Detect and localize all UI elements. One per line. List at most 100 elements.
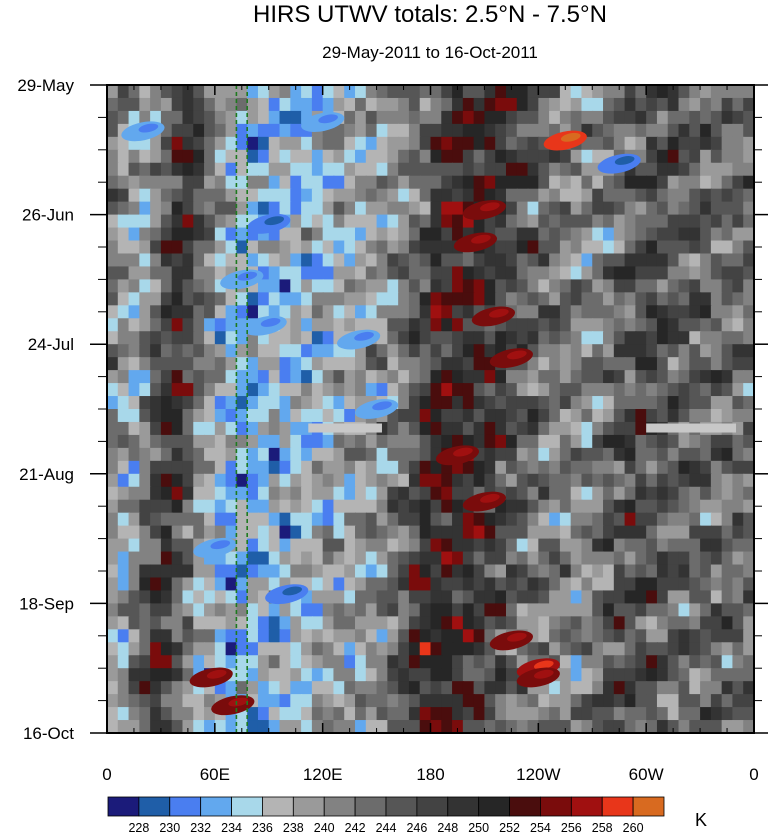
heatmap-cell (247, 123, 259, 138)
heatmap-cell (710, 201, 723, 216)
heatmap-cell (182, 668, 195, 683)
heatmap-cell (301, 473, 313, 488)
heatmap-cell (743, 421, 754, 436)
heatmap-cell (656, 409, 669, 423)
heatmap-cell (290, 123, 303, 138)
heatmap-cell (204, 214, 216, 229)
heatmap-cell (139, 577, 152, 592)
heatmap-cell (290, 681, 303, 696)
heatmap-cell (408, 396, 421, 410)
heatmap-cell (430, 266, 443, 281)
heatmap-cell (301, 214, 313, 229)
heatmap-cell (279, 344, 292, 359)
colorbar-label: 256 (561, 821, 582, 834)
heatmap-cell (430, 344, 443, 359)
heatmap-cell (484, 344, 497, 359)
heatmap-cell (570, 486, 583, 501)
heatmap-cell (667, 279, 680, 294)
heatmap-cell (527, 266, 540, 281)
heatmap-cell (592, 707, 605, 722)
heatmap-cell (322, 370, 335, 385)
heatmap-cell (344, 305, 357, 320)
heatmap-cell (635, 253, 648, 268)
heatmap-cell (107, 499, 119, 514)
heatmap-cell (505, 253, 518, 268)
heatmap-cell (516, 201, 529, 216)
heatmap-cell (419, 396, 432, 410)
heatmap-cell (538, 201, 551, 216)
heatmap-cell (721, 357, 734, 372)
heatmap-cell (689, 396, 702, 410)
heatmap-cell (527, 110, 540, 125)
heatmap-cell (473, 642, 486, 657)
colorbar-swatch (354, 796, 387, 817)
heatmap-cell (624, 97, 637, 112)
heatmap-cell (710, 694, 723, 709)
heatmap-cell (721, 642, 734, 657)
heatmap-cell (419, 590, 432, 605)
heatmap-cell (322, 642, 335, 657)
heatmap-cell (441, 538, 454, 553)
heatmap-cell (517, 733, 529, 747)
heatmap-cell (700, 266, 712, 281)
heatmap-cell (387, 590, 400, 605)
heatmap-cell (743, 681, 754, 696)
heatmap-cell (344, 538, 357, 553)
heatmap-cell (656, 460, 669, 475)
heatmap-cell (700, 136, 712, 151)
heatmap-cell (462, 681, 475, 696)
heatmap-cell (107, 136, 119, 151)
heatmap-cell (225, 473, 238, 488)
heatmap-cell (570, 681, 583, 696)
heatmap-cell (225, 434, 238, 449)
heatmap-cell (128, 409, 141, 423)
heatmap-cell (150, 227, 162, 242)
heatmap-cell (193, 655, 206, 670)
heatmap-cell (538, 149, 551, 164)
heatmap-cell (656, 318, 669, 333)
heatmap-cell (721, 123, 734, 138)
heatmap-cell (700, 318, 712, 333)
heatmap-cell (430, 201, 443, 216)
heatmap-cell (257, 616, 270, 631)
heatmap-cell (700, 590, 712, 605)
heatmap-cell (559, 331, 572, 346)
heatmap-cell (247, 97, 259, 112)
heatmap-cell (592, 733, 604, 747)
heatmap-cell (128, 214, 141, 229)
heatmap-cell (721, 551, 734, 566)
heatmap-cell (236, 97, 249, 112)
heatmap-cell (613, 707, 626, 722)
heatmap-cell (365, 305, 378, 320)
heatmap-cell (139, 473, 152, 488)
heatmap-cell (689, 512, 702, 527)
heatmap-cell (462, 97, 475, 112)
heatmap-cell (322, 240, 335, 255)
heatmap-feature (265, 584, 309, 605)
heatmap-cell (473, 279, 486, 294)
heatmap-cell (107, 331, 119, 346)
heatmap-cell (160, 305, 173, 320)
heatmap-cell (193, 486, 206, 501)
heatmap-cell (193, 603, 206, 618)
heatmap-cell (570, 655, 583, 670)
heatmap-cell (365, 668, 378, 683)
heatmap-cell (559, 421, 572, 436)
heatmap-cell (311, 85, 324, 99)
heatmap-feature (471, 306, 516, 327)
heatmap-cell (333, 344, 346, 359)
heatmap-cell (721, 655, 734, 670)
heatmap-cell (581, 305, 594, 320)
heatmap-cell (516, 603, 529, 618)
heatmap-cell (333, 396, 346, 410)
heatmap-cell (268, 434, 281, 449)
heatmap-cell (214, 396, 227, 410)
heatmap-cell (592, 694, 605, 709)
heatmap-cell (376, 149, 389, 164)
heatmap-cell (387, 486, 400, 501)
heatmap-cell (128, 616, 141, 631)
heatmap-cell (570, 577, 583, 592)
heatmap-cell (646, 447, 658, 462)
heatmap-cell (495, 85, 507, 99)
heatmap-cell (570, 720, 583, 733)
